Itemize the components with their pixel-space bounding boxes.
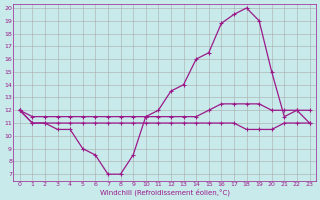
X-axis label: Windchill (Refroidissement éolien,°C): Windchill (Refroidissement éolien,°C) <box>100 188 230 196</box>
